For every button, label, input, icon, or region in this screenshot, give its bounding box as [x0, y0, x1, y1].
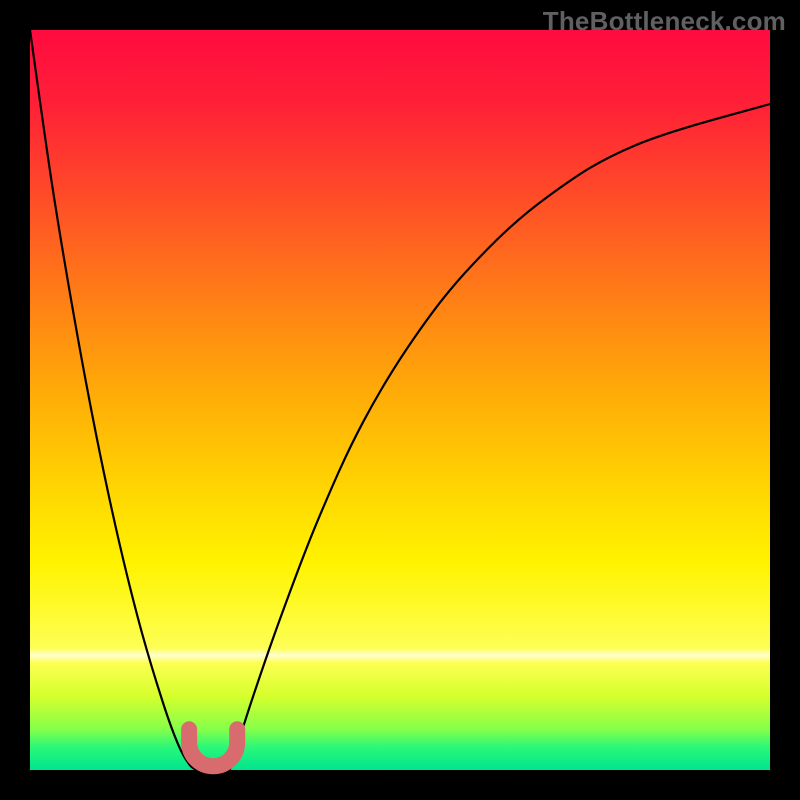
bottleneck-chart: [0, 0, 800, 800]
watermark: TheBottleneck.com: [543, 6, 786, 37]
chart-background: [30, 30, 770, 770]
